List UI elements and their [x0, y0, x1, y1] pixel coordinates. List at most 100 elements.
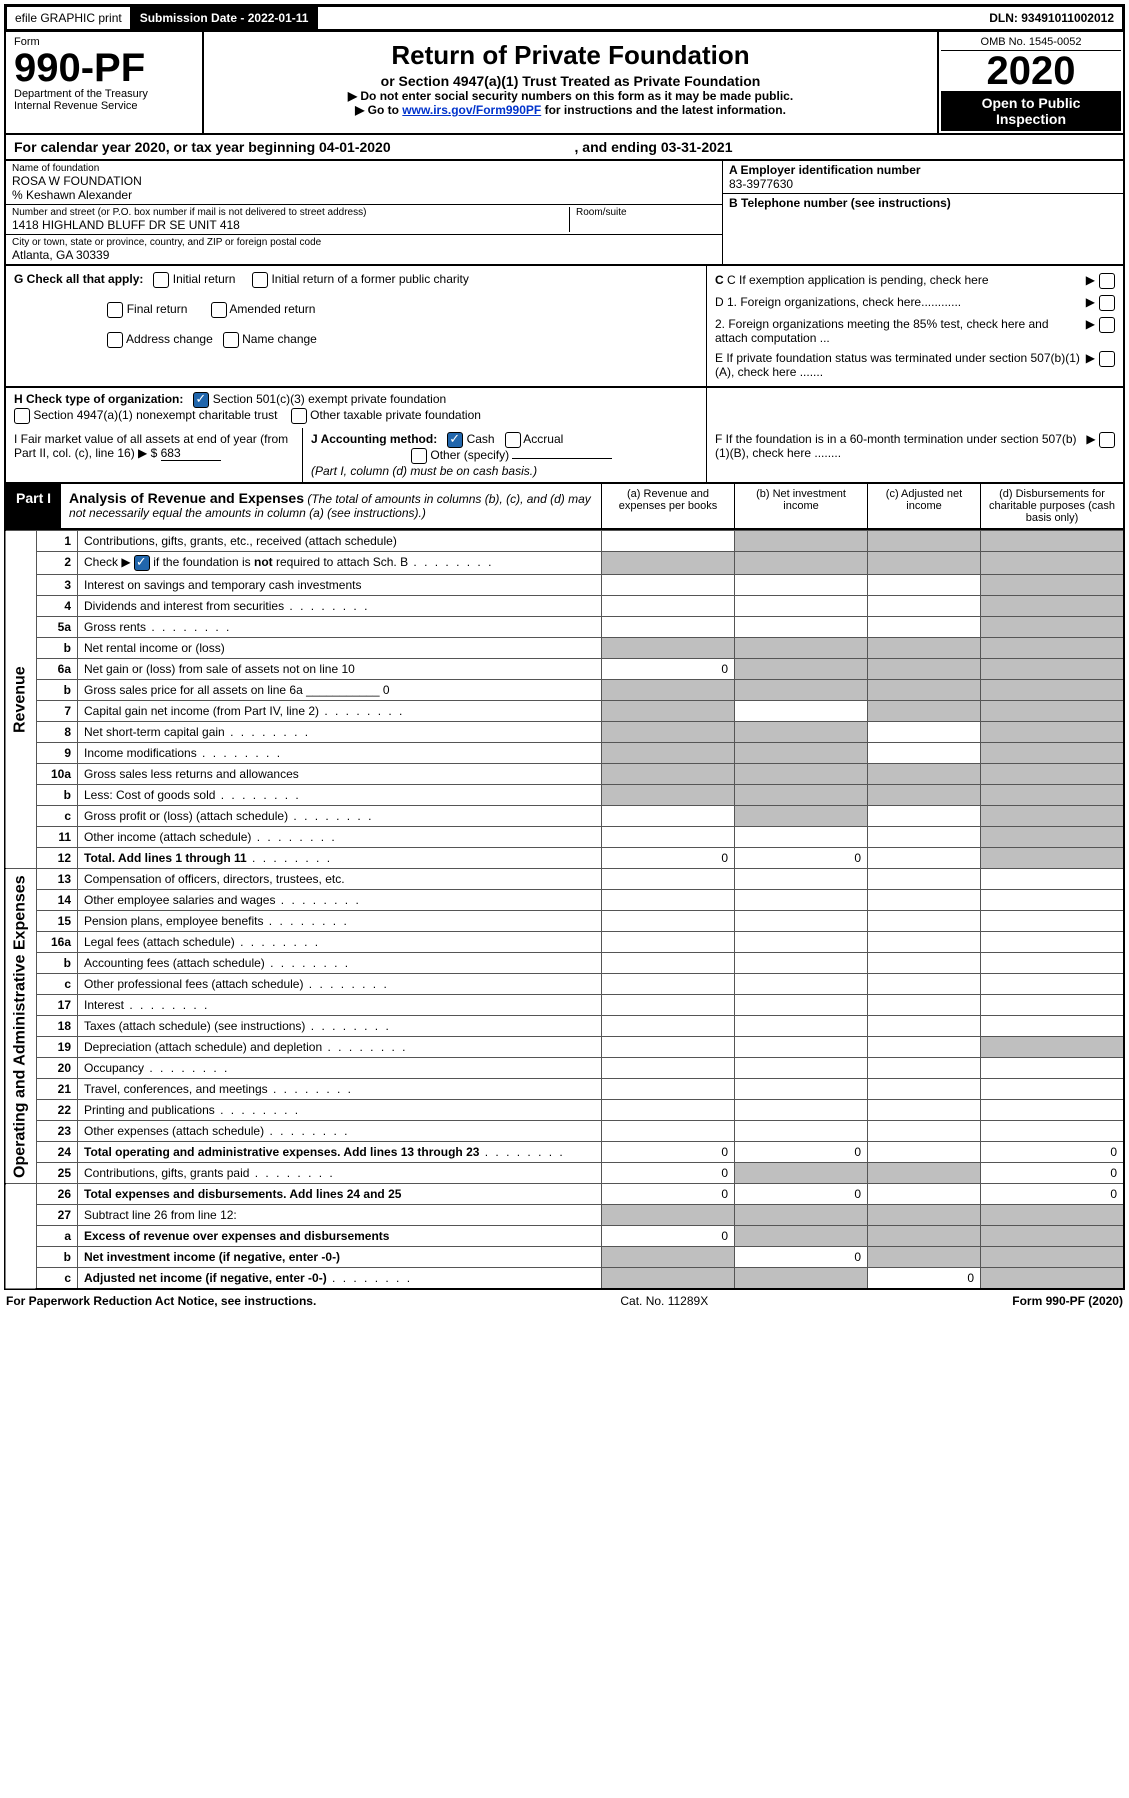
ein-cell: A Employer identification number 83-3977…	[723, 161, 1123, 194]
h-label: H Check type of organization:	[14, 392, 183, 406]
line-24: 24Total operating and administrative exp…	[5, 1142, 1124, 1163]
revenue-side-label: Revenue	[5, 531, 37, 869]
foundation-name: ROSA W FOUNDATION	[12, 174, 716, 188]
c-label: C If exemption application is pending, c…	[727, 273, 989, 287]
line-6a: 6aNet gain or (loss) from sale of assets…	[5, 659, 1124, 680]
id-left: Name of foundation ROSA W FOUNDATION % K…	[6, 161, 722, 264]
j-other: Other (specify)	[430, 448, 509, 462]
line-14: 14Other employee salaries and wages	[5, 890, 1124, 911]
name-change-checkbox[interactable]	[223, 332, 239, 348]
f-label: F If the foundation is in a 60-month ter…	[715, 432, 1086, 460]
c-checkbox[interactable]	[1099, 273, 1115, 289]
line-23: 23Other expenses (attach schedule)	[5, 1121, 1124, 1142]
g-opt3: Address change	[126, 332, 213, 346]
cal-mid: , and ending	[575, 139, 661, 155]
phone-cell: B Telephone number (see instructions)	[723, 194, 1123, 226]
foundation-name-label: Name of foundation	[12, 163, 716, 174]
column-headers: (a) Revenue and expenses per books (b) N…	[601, 484, 1123, 528]
e-checkbox[interactable]	[1099, 351, 1115, 367]
line-8: 8Net short-term capital gain	[5, 722, 1124, 743]
fmv-value: 683	[161, 446, 221, 461]
f-checkbox[interactable]	[1099, 432, 1115, 448]
address-cell: Number and street (or P.O. box number if…	[6, 205, 722, 235]
line-4: 4Dividends and interest from securities	[5, 596, 1124, 617]
part1-tag: Part I	[6, 484, 61, 528]
d2-checkbox[interactable]	[1099, 317, 1115, 333]
section-g-block: G Check all that apply: Initial return I…	[4, 266, 1125, 388]
line-27a: aExcess of revenue over expenses and dis…	[5, 1226, 1124, 1247]
e-label: E If private foundation status was termi…	[715, 351, 1082, 379]
paperwork-notice: For Paperwork Reduction Act Notice, see …	[6, 1294, 316, 1308]
initial-return-checkbox[interactable]	[153, 272, 169, 288]
cal-pre: For calendar year 2020, or tax year begi…	[14, 139, 319, 155]
foundation-name-cell: Name of foundation ROSA W FOUNDATION % K…	[6, 161, 722, 205]
line-18: 18Taxes (attach schedule) (see instructi…	[5, 1016, 1124, 1037]
line-27b: bNet investment income (if negative, ent…	[5, 1247, 1124, 1268]
col-c-header: (c) Adjusted net income	[867, 484, 980, 528]
g-label: G Check all that apply:	[14, 272, 143, 286]
former-charity-checkbox[interactable]	[252, 272, 268, 288]
efile-label: efile GRAPHIC print	[7, 7, 132, 29]
cash-checkbox[interactable]	[447, 432, 463, 448]
line-16a: 16aLegal fees (attach schedule)	[5, 932, 1124, 953]
note2-pre: ▶ Go to	[355, 103, 402, 117]
form-title: Return of Private Foundation	[214, 40, 927, 71]
line-26: 26Total expenses and disbursements. Add …	[5, 1184, 1124, 1205]
g-opt6: Name change	[242, 332, 317, 346]
calendar-year-line: For calendar year 2020, or tax year begi…	[4, 135, 1125, 161]
line-15: 15Pension plans, employee benefits	[5, 911, 1124, 932]
line-11: 11Other income (attach schedule)	[5, 827, 1124, 848]
care-of: % Keshawn Alexander	[12, 188, 716, 202]
irs-link[interactable]: www.irs.gov/Form990PF	[402, 103, 541, 117]
i-label: I Fair market value of all assets at end…	[14, 432, 288, 460]
line-17: 17Interest	[5, 995, 1124, 1016]
d1-checkbox[interactable]	[1099, 295, 1115, 311]
submission-date: Submission Date - 2022-01-11	[132, 7, 319, 29]
id-right: A Employer identification number 83-3977…	[722, 161, 1123, 264]
j-accrual: Accrual	[523, 432, 563, 446]
open-public: Open to Public Inspection	[941, 91, 1121, 131]
street-address: 1418 HIGHLAND BLUFF DR SE UNIT 418	[12, 218, 569, 232]
irs-label: Internal Revenue Service	[14, 100, 194, 112]
line-20: 20Occupancy	[5, 1058, 1124, 1079]
page-footer: For Paperwork Reduction Act Notice, see …	[4, 1290, 1125, 1312]
g-opt4: Initial return of a former public charit…	[271, 272, 468, 286]
j-label: J Accounting method:	[311, 432, 437, 446]
other-taxable-checkbox[interactable]	[291, 408, 307, 424]
501c3-checkbox[interactable]	[193, 392, 209, 408]
form-number: 990-PF	[14, 48, 194, 88]
4947a1-checkbox[interactable]	[14, 408, 30, 424]
line-27: 27Subtract line 26 from line 12:	[5, 1205, 1124, 1226]
dln: DLN: 93491011002012	[981, 7, 1122, 29]
form-note2: ▶ Go to www.irs.gov/Form990PF for instru…	[214, 103, 927, 117]
form-header: Form 990-PF Department of the Treasury I…	[4, 32, 1125, 135]
cal-begin: 04-01-2020	[319, 139, 391, 155]
line-21: 21Travel, conferences, and meetings	[5, 1079, 1124, 1100]
address-change-checkbox[interactable]	[107, 332, 123, 348]
line-1: Revenue1Contributions, gifts, grants, et…	[5, 531, 1124, 552]
cat-number: Cat. No. 11289X	[620, 1294, 708, 1308]
i-cell: I Fair market value of all assets at end…	[6, 428, 302, 482]
efile-topbar: efile GRAPHIC print Submission Date - 20…	[4, 4, 1125, 32]
line-10c: cGross profit or (loss) (attach schedule…	[5, 806, 1124, 827]
g-checkboxes: G Check all that apply: Initial return I…	[6, 266, 706, 386]
ein-value: 83-3977630	[729, 177, 1117, 191]
f-cell-content: F If the foundation is in a 60-month ter…	[706, 428, 1123, 482]
part1-title: Analysis of Revenue and Expenses	[69, 490, 304, 506]
accrual-checkbox[interactable]	[505, 432, 521, 448]
final-return-checkbox[interactable]	[107, 302, 123, 318]
line-16b: bAccounting fees (attach schedule)	[5, 953, 1124, 974]
dept-treasury: Department of the Treasury	[14, 88, 194, 100]
line-16c: cOther professional fees (attach schedul…	[5, 974, 1124, 995]
line-9: 9Income modifications	[5, 743, 1124, 764]
form-header-mid: Return of Private Foundation or Section …	[204, 32, 937, 133]
other-method-checkbox[interactable]	[411, 448, 427, 464]
line-22: 22Printing and publications	[5, 1100, 1124, 1121]
amended-return-checkbox[interactable]	[211, 302, 227, 318]
identification-block: Name of foundation ROSA W FOUNDATION % K…	[4, 161, 1125, 266]
room-suite-label: Room/suite	[576, 207, 716, 218]
line-27c: cAdjusted net income (if negative, enter…	[5, 1268, 1124, 1290]
line-13: Operating and Administrative Expenses13C…	[5, 869, 1124, 890]
d2-label: 2. Foreign organizations meeting the 85%…	[715, 317, 1082, 345]
schb-checkbox[interactable]	[134, 555, 150, 571]
